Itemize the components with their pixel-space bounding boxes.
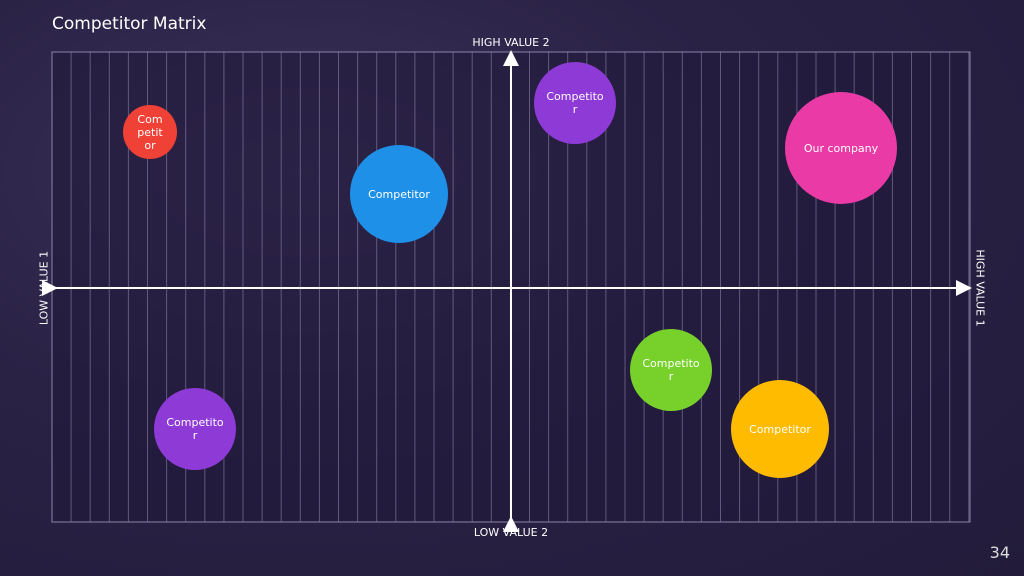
axis-label: HIGH VALUE 1	[973, 249, 987, 327]
bubble-label: Our company	[803, 141, 879, 155]
bubble: Competitor	[731, 380, 829, 478]
bubble-label: Competitor	[166, 416, 224, 442]
axis-label: LOW VALUE 1	[37, 250, 51, 326]
axis-label: LOW VALUE 2	[473, 526, 549, 539]
bubble-label: Competitor	[749, 422, 811, 436]
bubble-label: Competitor	[642, 357, 700, 383]
bubble: Competitor	[154, 388, 236, 470]
bubble-label: Competitor	[137, 112, 163, 152]
bubble: Competitor	[123, 105, 177, 159]
bubble: Competitor	[534, 62, 616, 144]
page-number: 34	[989, 543, 1010, 562]
axis-label: HIGH VALUE 2	[472, 36, 550, 49]
bubble: Competitor	[350, 145, 448, 243]
bubble-label: Competitor	[546, 90, 604, 116]
bubble: Competitor	[630, 329, 712, 411]
title: Competitor Matrix	[52, 14, 207, 34]
bubble: Our company	[785, 92, 897, 204]
bubble-label: Competitor	[368, 187, 430, 201]
